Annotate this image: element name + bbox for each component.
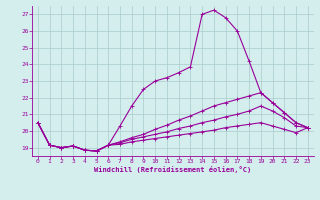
X-axis label: Windchill (Refroidissement éolien,°C): Windchill (Refroidissement éolien,°C) — [94, 166, 252, 173]
